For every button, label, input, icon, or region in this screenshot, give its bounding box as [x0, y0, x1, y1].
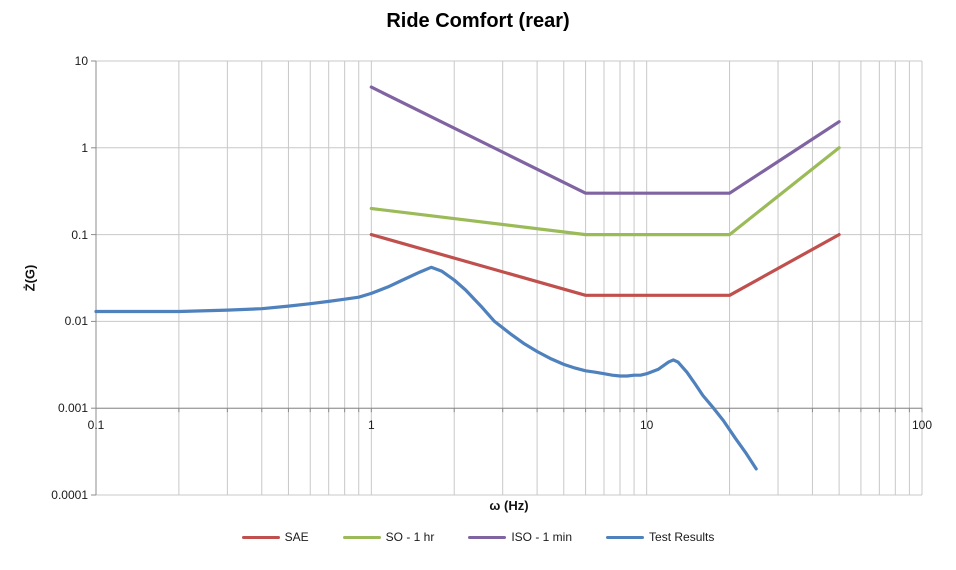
series-line-sae	[369, 233, 841, 297]
y-tick-label-1: 1	[81, 140, 88, 155]
legend-item-test-results: Test Results	[606, 530, 714, 544]
y-tick-label-0.01: 0.01	[64, 314, 88, 329]
series-line-so-1-hr	[369, 146, 841, 237]
y-tick-label-0.0001: 0.0001	[51, 488, 88, 502]
legend-label: Test Results	[649, 530, 715, 544]
legend-item-iso-1-min: ISO - 1 min	[468, 530, 572, 544]
y-tick-label-0.1: 0.1	[71, 227, 88, 242]
legend-line-swatch	[606, 535, 645, 539]
series-line-iso-1-min	[369, 85, 841, 195]
legend-item-so-1-hr: SO - 1 hr	[342, 530, 435, 544]
x-axis-title: ω (Hz)	[489, 498, 529, 513]
legend-label: SO - 1 hr	[385, 530, 435, 544]
legend-item-sae: SAE	[241, 530, 309, 544]
chart-legend: SAE SO - 1 hr ISO - 1 min Test Results	[0, 530, 956, 544]
legend-label: SAE	[284, 530, 309, 544]
x-tick-label-1: 1	[367, 418, 375, 432]
legend-line-swatch	[241, 535, 280, 539]
x-tick-label-0.1: 0.1	[87, 418, 105, 432]
x-tick-label-100: 100	[911, 418, 933, 432]
legend-line-swatch	[468, 535, 507, 539]
y-tick-label-0.001: 0.001	[57, 401, 88, 416]
legend-label: ISO - 1 min	[511, 530, 573, 544]
chart-title: Ride Comfort (rear)	[386, 10, 570, 32]
legend-line-swatch	[342, 535, 381, 539]
y-tick-label-10: 10	[74, 54, 88, 68]
series-line-test-results	[94, 265, 758, 471]
y-axis-title: Ż(G)	[22, 264, 38, 292]
x-tick-label-10: 10	[639, 418, 654, 432]
